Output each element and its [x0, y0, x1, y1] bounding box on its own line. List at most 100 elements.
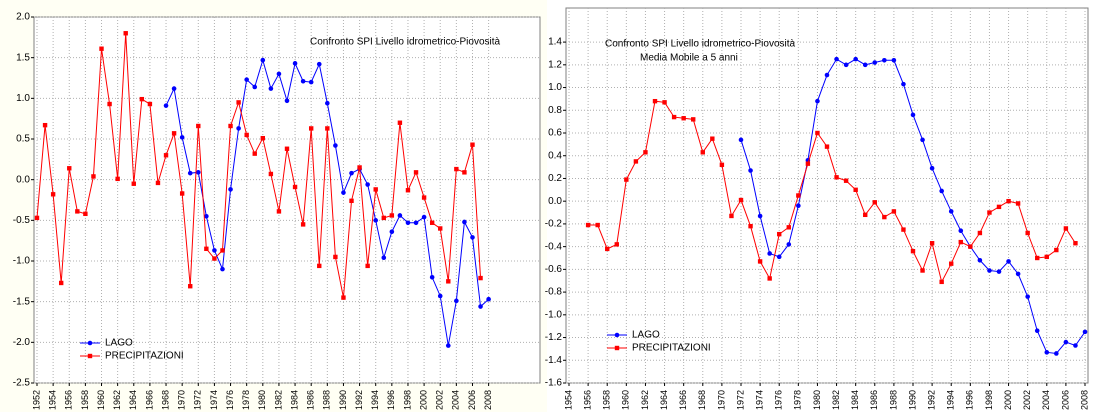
point	[413, 220, 419, 226]
point	[276, 71, 282, 77]
point	[462, 219, 467, 225]
point	[300, 78, 306, 84]
x-tick-label: 1984	[850, 390, 860, 410]
point	[786, 225, 791, 230]
point	[1025, 230, 1030, 236]
x-tick-label: 1960	[96, 390, 106, 410]
point	[292, 184, 298, 190]
point	[284, 98, 290, 104]
y-tick-label: 0.8	[548, 105, 562, 116]
point	[824, 72, 830, 78]
x-tick-label: 1988	[322, 390, 332, 410]
point	[929, 165, 935, 171]
point	[99, 46, 104, 51]
point	[796, 203, 801, 209]
x-tick-label: 1996	[386, 390, 396, 410]
point	[891, 57, 897, 63]
point	[652, 98, 658, 104]
point	[901, 81, 906, 87]
point	[325, 100, 330, 106]
point	[300, 222, 306, 227]
point	[405, 188, 411, 193]
point	[139, 96, 145, 102]
point	[462, 170, 467, 175]
point	[939, 279, 944, 285]
point	[910, 112, 916, 118]
point	[843, 62, 849, 68]
point	[163, 153, 169, 158]
point	[1054, 247, 1059, 253]
point	[853, 187, 858, 193]
point	[50, 192, 56, 197]
point	[987, 268, 992, 273]
legend-marker	[614, 332, 620, 338]
legend-marker	[87, 340, 93, 346]
point	[325, 126, 330, 131]
point	[1073, 343, 1078, 348]
legend-marker	[87, 353, 93, 359]
x-tick-label: 1972	[193, 390, 203, 410]
point	[163, 103, 169, 108]
x-tick-label: 1980	[257, 390, 267, 410]
point	[187, 170, 193, 176]
point	[1006, 259, 1011, 264]
x-tick-label: 1964	[128, 390, 138, 410]
y-tick-label: -0.8	[545, 287, 563, 298]
point	[155, 180, 161, 186]
point	[252, 84, 258, 90]
x-tick-label: 2004	[451, 390, 461, 410]
point	[478, 304, 483, 309]
point	[308, 126, 314, 131]
point	[212, 256, 217, 261]
x-tick-label: 1996	[965, 390, 975, 410]
point	[349, 170, 354, 176]
point	[853, 56, 858, 62]
point	[948, 209, 954, 214]
point	[42, 122, 48, 128]
y-tick-label: -1.2	[545, 332, 563, 343]
point	[1034, 328, 1040, 334]
chart-title: Confronto SPI Livello idrometrico-Piovos…	[605, 39, 796, 50]
x-tick-label: 1974	[754, 390, 764, 410]
point	[662, 100, 667, 105]
point	[421, 214, 427, 220]
point	[316, 61, 322, 67]
x-tick-label: 1954	[563, 390, 573, 410]
point	[862, 62, 868, 68]
point	[729, 213, 734, 219]
x-tick-label: 1966	[144, 390, 154, 410]
point	[757, 213, 763, 219]
point	[195, 170, 201, 175]
point	[470, 142, 475, 147]
point	[757, 259, 763, 264]
point	[389, 213, 395, 218]
point	[381, 255, 387, 261]
y-tick-label: -1.4	[545, 355, 563, 366]
x-tick-label: 1970	[716, 390, 726, 410]
x-tick-label: 1956	[64, 390, 74, 410]
x-tick-label: 1998	[984, 390, 994, 410]
point	[643, 150, 648, 155]
point	[228, 187, 233, 192]
x-tick-label: 2002	[435, 390, 445, 410]
point	[920, 137, 925, 143]
y-tick-label: -0.6	[545, 264, 563, 275]
point	[843, 178, 849, 183]
point	[220, 266, 225, 272]
point	[796, 193, 801, 198]
point	[748, 168, 753, 173]
point	[147, 101, 153, 107]
point	[421, 195, 427, 200]
point	[1073, 241, 1078, 246]
y-tick-label: -1.5	[13, 296, 31, 307]
point	[834, 56, 839, 62]
x-tick-label: 1962	[640, 390, 650, 410]
point	[585, 222, 591, 228]
y-tick-label: -0.2	[545, 219, 563, 230]
legend-label: LAGO	[105, 338, 133, 349]
point	[91, 174, 96, 179]
y-tick-label: 2.0	[16, 12, 30, 23]
point	[478, 275, 483, 281]
point	[786, 242, 792, 247]
point	[341, 295, 346, 300]
